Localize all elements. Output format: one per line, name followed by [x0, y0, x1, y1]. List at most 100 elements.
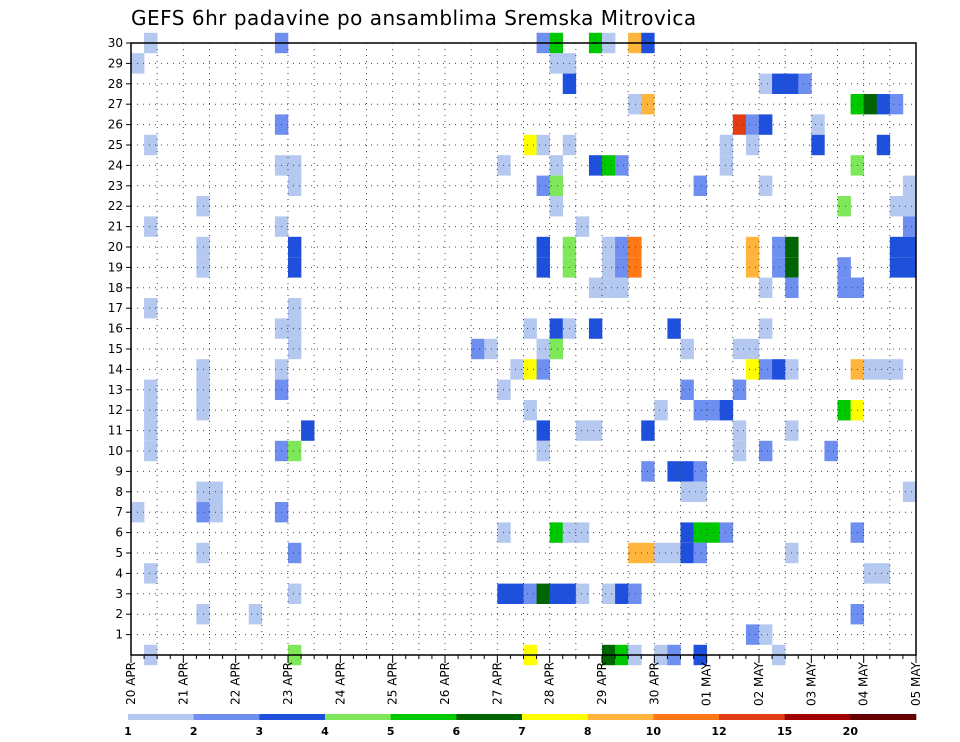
- heatmap-cell: [889, 94, 904, 115]
- heatmap-cell: [772, 236, 786, 258]
- x-tick-label: 05 MAY: [909, 661, 923, 706]
- heatmap-cell: [863, 563, 878, 584]
- heatmap-cell: [484, 338, 498, 360]
- legend-swatch: [850, 714, 917, 720]
- heatmap-cell: [654, 400, 668, 421]
- heatmap-cell: [693, 522, 707, 543]
- legend-label: 8: [584, 725, 592, 738]
- heatmap-cell: [693, 461, 707, 482]
- legend-label: 2: [190, 725, 198, 738]
- heatmap-cell: [693, 175, 707, 196]
- grid-lines: [131, 43, 916, 655]
- heatmap-cell: [719, 400, 734, 421]
- heatmap-cell: [628, 542, 642, 564]
- heatmap-cell: [497, 379, 511, 400]
- y-tick-label: 23: [108, 179, 123, 193]
- heatmap-cell: [288, 298, 302, 319]
- x-tick-label: 20 APR: [124, 662, 138, 705]
- heatmap-cell: [288, 155, 302, 176]
- heatmap-cell: [144, 298, 158, 319]
- heatmap-cell: [144, 216, 158, 237]
- heatmap-cell: [902, 257, 917, 278]
- heatmap-cell: [301, 420, 315, 441]
- heatmap-cell: [536, 236, 550, 258]
- heatmap-cell: [288, 236, 302, 258]
- heatmap-cell: [732, 338, 747, 360]
- heatmap-cell: [615, 583, 629, 604]
- color-legend: 1 2 3 4 5 6 7 8 10 12 15 20: [124, 714, 917, 738]
- heatmap-cell: [288, 175, 302, 196]
- heatmap-cell: [667, 461, 681, 482]
- heatmap-cell: [745, 338, 760, 360]
- heatmap-cell: [536, 583, 550, 604]
- heatmap-cell: [732, 420, 747, 441]
- legend-swatch: [325, 714, 391, 720]
- heatmap-cell: [523, 318, 537, 339]
- heatmap-cell: [523, 583, 537, 604]
- heatmap-cell: [759, 318, 773, 339]
- heatmap-cell: [209, 502, 223, 523]
- heatmap-cell: [628, 257, 642, 278]
- heatmap-cell: [772, 73, 786, 94]
- legend-label: 1: [124, 725, 132, 738]
- heatmap-cell: [680, 379, 694, 400]
- heatmap-cell: [549, 338, 564, 360]
- x-tick-label: 26 APR: [438, 662, 452, 705]
- legend-label: 12: [711, 725, 726, 738]
- legend-swatch: [390, 714, 457, 720]
- y-tick-label: 25: [108, 138, 123, 152]
- heatmap-cell: [902, 175, 917, 196]
- legend-label: 4: [321, 725, 329, 738]
- heatmap-cell: [575, 583, 590, 604]
- heatmap-cell: [902, 236, 917, 258]
- heatmap-cell: [876, 359, 891, 380]
- heatmap-cell: [772, 257, 786, 278]
- heatmap-cell: [889, 359, 904, 380]
- heatmap-cell: [536, 440, 550, 462]
- heatmap-cell: [575, 420, 590, 441]
- heatmap-cell: [628, 94, 642, 115]
- heatmap-cell: [876, 134, 891, 156]
- heatmap-cell: [732, 114, 747, 135]
- y-tick-label: 21: [108, 220, 123, 234]
- y-tick-label: 7: [115, 505, 123, 519]
- heatmap-cell: [863, 94, 878, 115]
- heatmap-cell: [523, 134, 537, 156]
- heatmap-cell: [876, 563, 891, 584]
- heatmap-cell: [759, 175, 773, 196]
- heatmap-cell: [615, 155, 629, 176]
- y-tick-label: 9: [115, 464, 123, 478]
- heatmap-cell: [536, 134, 550, 156]
- heatmap-cell: [288, 257, 302, 278]
- heatmap-cell: [523, 359, 537, 380]
- heatmap-cell: [471, 338, 485, 360]
- heatmap-cell: [536, 175, 550, 196]
- heatmap-cell: [549, 196, 564, 217]
- heatmap-cell: [719, 134, 734, 156]
- heatmap-cell: [693, 481, 707, 502]
- x-tick-label: 03 MAY: [804, 661, 818, 706]
- y-tick-label: 8: [115, 485, 123, 499]
- heatmap-cell: [811, 114, 825, 135]
- x-tick-label: 30 APR: [647, 662, 661, 705]
- y-tick-label: 10: [108, 444, 123, 458]
- heatmap-cell: [144, 440, 158, 462]
- heatmap-cells: [131, 32, 917, 666]
- y-tick-label: 20: [108, 240, 123, 254]
- heatmap-cell: [588, 318, 603, 339]
- x-axis: 20 APR 21 APR 22 APR 23 APR 24 APR 25 APR 26 A…: [124, 655, 923, 706]
- y-tick-label: 26: [108, 118, 123, 132]
- heatmap-cell: [288, 542, 302, 564]
- y-tick-label: 1: [115, 628, 123, 642]
- heatmap-cell: [837, 257, 851, 278]
- legend-swatch: [784, 714, 851, 720]
- heatmap-cell: [588, 420, 603, 441]
- heatmap-cell: [680, 542, 694, 564]
- heatmap-cell: [667, 542, 681, 564]
- x-tick-label: 22 APR: [229, 662, 243, 705]
- heatmap-cell: [536, 420, 550, 441]
- y-tick-label: 12: [108, 403, 123, 417]
- y-tick-label: 22: [108, 199, 123, 213]
- heatmap-cell: [798, 73, 812, 94]
